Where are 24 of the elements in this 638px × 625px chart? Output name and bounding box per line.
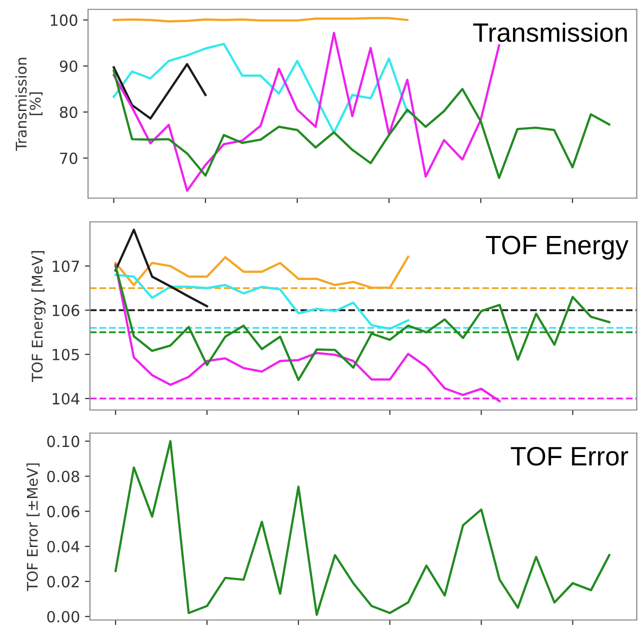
line-series [112, 63, 207, 120]
y-tick-label: 107 [52, 260, 79, 272]
chart-title: Transmission [473, 22, 627, 42]
y-tick-label: 70 [60, 152, 78, 164]
line-series [114, 228, 208, 308]
y-tick-label: 0.00 [47, 610, 80, 623]
chart-title: TOF Energy [486, 236, 628, 260]
y-tick-label: 80 [60, 106, 78, 118]
line-series [112, 69, 610, 179]
y-tick-label: 100 [50, 14, 78, 26]
y-tick-label: 0.02 [47, 576, 79, 588]
y-tick-label: 0.08 [47, 470, 80, 482]
y-tick-label: 105 [52, 348, 79, 360]
y-axis-title: Transmission [%] [15, 58, 42, 151]
chart-title: TOF Error [510, 446, 628, 466]
y-tick-label: 106 [52, 304, 80, 316]
y-tick-label: 90 [60, 60, 78, 72]
y-axis-title: TOF Energy [MeV] [31, 251, 46, 382]
y-tick-label: 0.10 [47, 436, 80, 448]
line-series [112, 42, 408, 134]
y-tick-label: 104 [52, 392, 80, 405]
y-tick-label: 0.06 [47, 506, 80, 518]
y-tick-label: 0.04 [47, 540, 80, 552]
y-axis-title: TOF Error [±MeV] [26, 463, 40, 591]
